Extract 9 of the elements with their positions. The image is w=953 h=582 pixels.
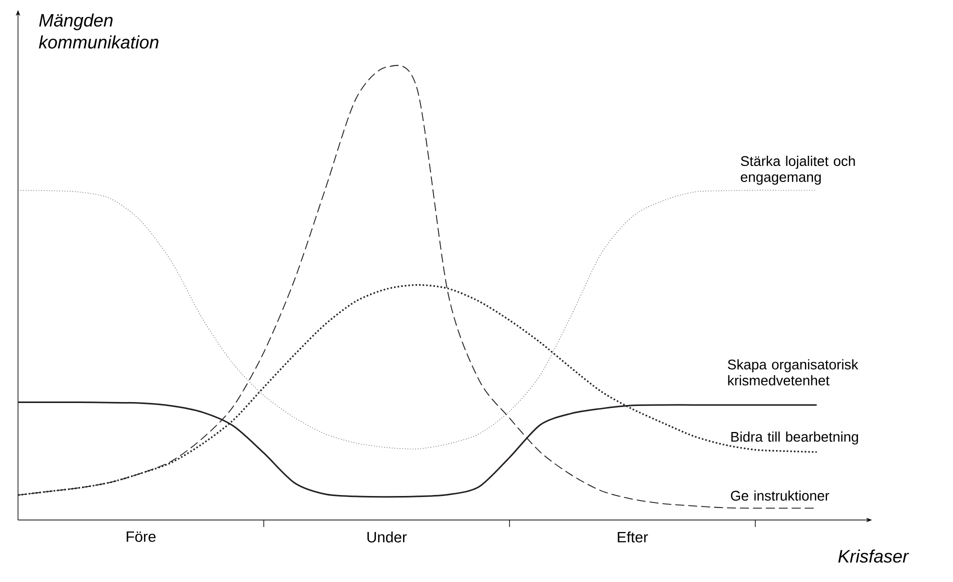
y-axis-title: Mängden kommunikation: [38, 13, 158, 49]
series-label: Stärka lojalitet och engagemang: [740, 156, 855, 185]
x-axis-title: Krisfaser: [838, 550, 910, 563]
x-tick-label: Under: [367, 531, 407, 542]
series-label: Skapa organisatorisk krismedvetenhet: [728, 359, 858, 386]
series-label: Bidra till bearbetning: [731, 432, 858, 445]
x-tick-label: Före: [126, 531, 156, 542]
x-tick-label: Efter: [618, 531, 648, 542]
series-label: Ge instruktioner: [730, 490, 830, 501]
